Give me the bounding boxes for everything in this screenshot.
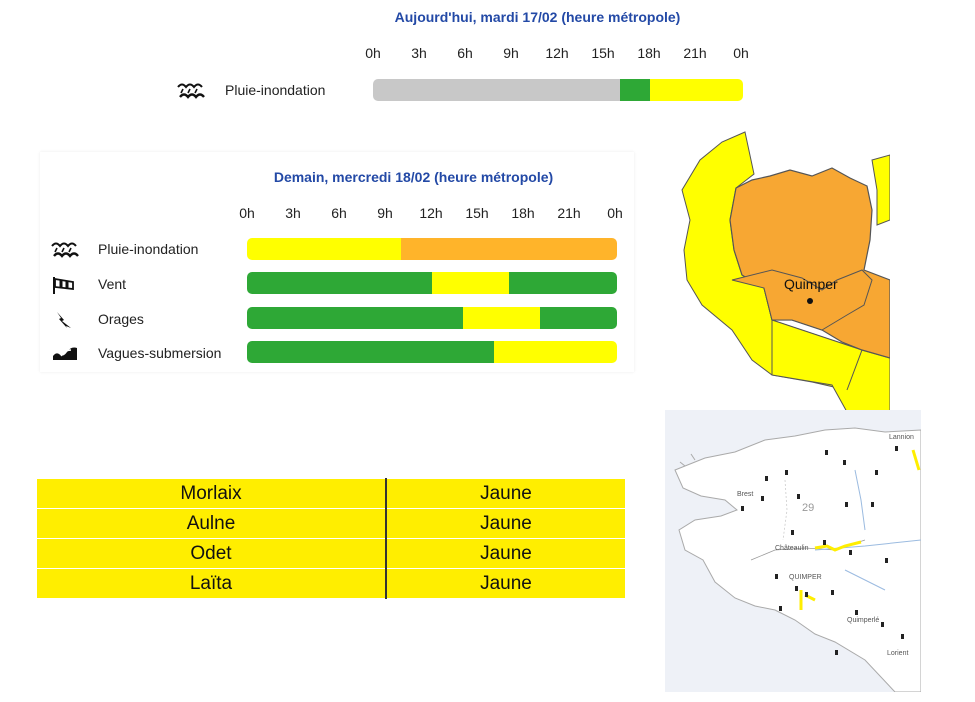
today-pluie-bar[interactable] — [373, 79, 743, 101]
wind-icon — [51, 275, 77, 295]
tomorrow-panel — [40, 152, 634, 372]
hour-label: 0h — [239, 205, 255, 221]
table-row[interactable]: Aulne Jaune — [37, 508, 625, 539]
map-city-label: Quimper — [784, 276, 838, 292]
river-level: Jaune — [386, 538, 625, 569]
bar-segment — [247, 341, 494, 363]
lightning-icon — [55, 310, 75, 330]
waves-icon — [51, 344, 79, 362]
tomorrow-title: Demain, mercredi 18/02 (heure métropole) — [273, 169, 554, 185]
bar-segment — [247, 307, 463, 329]
quimper-dot — [807, 298, 813, 304]
hour-label: 6h — [457, 45, 473, 61]
hour-label: 3h — [285, 205, 301, 221]
hour-label: 12h — [545, 45, 569, 61]
bar-segment — [247, 272, 432, 294]
bar-segment — [539, 307, 617, 329]
bar-segment — [401, 238, 617, 260]
bar-segment — [509, 272, 617, 294]
bar-segment — [619, 79, 651, 101]
today-row-label: Pluie-inondation — [225, 82, 326, 98]
tomorrow-row-label: Vent — [98, 276, 127, 292]
tomorrow-row-label: Vagues-submersion — [98, 345, 222, 361]
map-label-lorient: Lorient — [887, 650, 909, 657]
map-label-29: 29 — [802, 502, 815, 514]
river-level: Jaune — [386, 508, 625, 539]
rain-flood-icon — [176, 81, 206, 101]
hour-label: 9h — [377, 205, 393, 221]
map-label-quimper: QUIMPER — [789, 574, 822, 581]
tomorrow-row-label: Pluie-inondation — [98, 241, 199, 257]
vigicrues-map[interactable]: Brest 29 Châteaulin QUIMPER Quimperlé Lo… — [665, 410, 921, 692]
tomorrow-vent-bar[interactable] — [247, 272, 617, 294]
map-label-chateaulin: Châteaulin — [775, 545, 809, 552]
river-level: Jaune — [386, 478, 625, 509]
river-table: Morlaix Jaune Aulne Jaune Odet Jaune Laï… — [37, 478, 625, 599]
river-name: Morlaix — [37, 478, 387, 509]
river-name: Aulne — [37, 508, 387, 539]
bar-segment — [432, 272, 510, 294]
hour-label: 0h — [607, 205, 623, 221]
hour-label: 12h — [419, 205, 443, 221]
map-label-lannion: Lannion — [889, 434, 914, 441]
bar-segment — [247, 238, 402, 260]
bar-segment — [650, 79, 743, 101]
department-map[interactable] — [672, 130, 891, 413]
tomorrow-row-label: Orages — [98, 311, 144, 327]
map-label-quimperle: Quimperlé — [847, 617, 880, 624]
today-title: Aujourd'hui, mardi 17/02 (heure métropol… — [394, 9, 681, 25]
hour-label: 18h — [637, 45, 661, 61]
hour-label: 9h — [503, 45, 519, 61]
table-row[interactable]: Odet Jaune — [37, 538, 625, 569]
river-name: Laïta — [37, 568, 387, 599]
table-row[interactable]: Laïta Jaune — [37, 568, 625, 599]
hour-label: 0h — [733, 45, 749, 61]
river-name: Odet — [37, 538, 387, 569]
tomorrow-pluie-bar[interactable] — [247, 238, 617, 260]
hour-label: 21h — [557, 205, 581, 221]
rain-flood-icon — [50, 240, 80, 260]
bar-segment — [373, 79, 620, 101]
bar-segment — [462, 307, 540, 329]
bar-segment — [493, 341, 617, 363]
map-label-brest: Brest — [737, 491, 754, 498]
hour-label: 18h — [511, 205, 535, 221]
table-row[interactable]: Morlaix Jaune — [37, 478, 625, 509]
hour-label: 21h — [683, 45, 707, 61]
hour-label: 6h — [331, 205, 347, 221]
hour-label: 0h — [365, 45, 381, 61]
hour-label: 15h — [465, 205, 489, 221]
hour-label: 15h — [591, 45, 615, 61]
hour-label: 3h — [411, 45, 427, 61]
tomorrow-orages-bar[interactable] — [247, 307, 617, 329]
tomorrow-vagues-bar[interactable] — [247, 341, 617, 363]
river-level: Jaune — [386, 568, 625, 599]
